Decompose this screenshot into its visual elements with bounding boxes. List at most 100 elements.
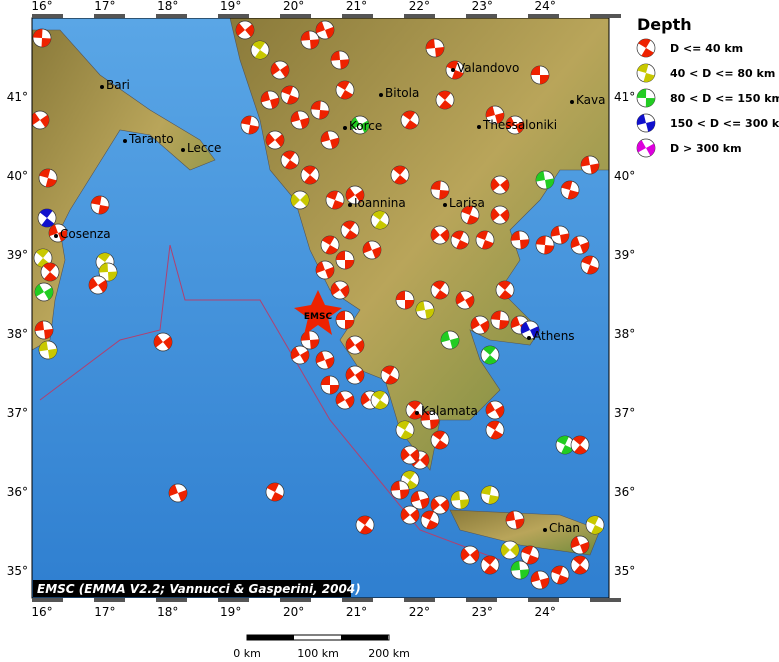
legend-title: Depth [637,15,692,34]
frame-tick [94,598,125,602]
beachball-quadrant [291,347,309,363]
scale-label: 0 km [233,647,261,658]
lon-label: 17° [94,0,115,13]
beachball-quadrant [281,86,299,104]
beachball-quadrant [581,256,599,274]
beachball-quadrant [511,231,529,249]
beachball-quadrant [331,282,349,298]
lat-label: 41° [614,90,635,104]
lon-label: 22° [409,0,430,13]
beachball-quadrant [426,39,444,57]
beachball-quadrant [372,391,388,409]
frame-tick [373,14,404,18]
beachball-quadrant [487,421,503,439]
frame-tick [435,14,466,18]
frame-tick [94,14,125,18]
frame-tick [373,598,404,602]
lon-label: 20° [283,0,304,13]
beachball-quadrant [471,317,489,333]
city-label: Korce [349,119,382,133]
beachball-quadrant [451,231,469,249]
beachball-quadrant [571,236,589,254]
beachball-quadrant [331,51,349,69]
city-label: Taranto [128,132,174,146]
city-dot [451,68,455,72]
scale-label: 200 km [368,647,410,658]
city-dot [54,234,58,238]
frame-tick [342,598,373,602]
frame-tick [311,14,342,18]
credit: EMSC (EMMA V2.2; Vannucci & Gasperini, 2… [37,582,361,596]
beachball-quadrant [320,131,339,149]
lon-label: 21° [346,0,367,13]
map-area [32,18,609,598]
beachball-quadrant [483,346,497,364]
beachball-quadrant [99,263,117,281]
beachball-quadrant [506,116,524,134]
beachball-quadrant [485,106,504,124]
beachball-quadrant [336,392,354,408]
beachball-quadrant [291,193,309,207]
beachball-quadrant [431,181,449,199]
beachball-quadrant [169,484,187,502]
frame-tick [528,598,559,602]
frame-tick [280,14,311,18]
beachball-quadrant [35,284,53,300]
frame-tick [497,598,528,602]
beachball-quadrant [441,331,460,349]
beachball-quadrant [322,236,338,254]
beachball-quadrant [456,292,474,308]
frame-tick [311,598,342,602]
beachball-quadrant [536,236,554,254]
beachball-quadrant [301,331,319,349]
city-dot [443,203,447,207]
beachball-quadrant [271,62,289,78]
scale-bar-fill [247,635,294,640]
beachball-quadrant [536,171,554,189]
beachball-quadrant [556,436,574,454]
lon-label: 17° [94,605,115,619]
beachball-quadrant [483,556,497,574]
beachball-quadrant [363,241,381,259]
beachball-quadrant [393,166,407,184]
beachball-quadrant [346,367,364,383]
beachball-quadrant [402,111,418,129]
lon-label: 22° [409,605,430,619]
beachball-quadrant [346,187,364,203]
beachball-quadrant [637,114,655,132]
frame-tick [497,14,528,18]
lon-label: 18° [157,0,178,13]
beachball-quadrant [411,491,429,509]
beachball-quadrant [637,64,655,82]
frame-tick [125,14,156,18]
frame-tick [156,598,187,602]
lat-label: 39° [7,248,28,262]
frame-tick [528,14,559,18]
beachball-quadrant [421,511,439,529]
beachball-quadrant [39,169,57,187]
beachball-quadrant [416,301,434,319]
beachball-quadrant [282,151,298,169]
city-dot [348,203,352,207]
beachball-quadrant [408,401,422,419]
city-dot [570,100,574,104]
frame-tick [63,598,94,602]
beachball-quadrant [581,156,599,174]
city-dot [415,411,419,415]
beachball-quadrant [316,261,334,279]
beachball-quadrant [637,89,655,107]
beachball-quadrant [346,337,364,353]
beachball-quadrant [573,436,587,454]
beachball-quadrant [638,39,654,57]
lat-label: 39° [614,248,635,262]
beachball-quadrant [33,29,51,47]
beachball-quadrant [451,491,469,509]
beachball-quadrant [236,23,254,37]
frame-tick [187,598,218,602]
frame-tick [156,14,187,18]
city-dot [343,126,347,130]
city-dot [477,125,481,129]
legend-entry: D > 300 km [670,142,742,155]
frame-tick [466,598,497,602]
city-label: Thessaloniki [482,118,557,132]
